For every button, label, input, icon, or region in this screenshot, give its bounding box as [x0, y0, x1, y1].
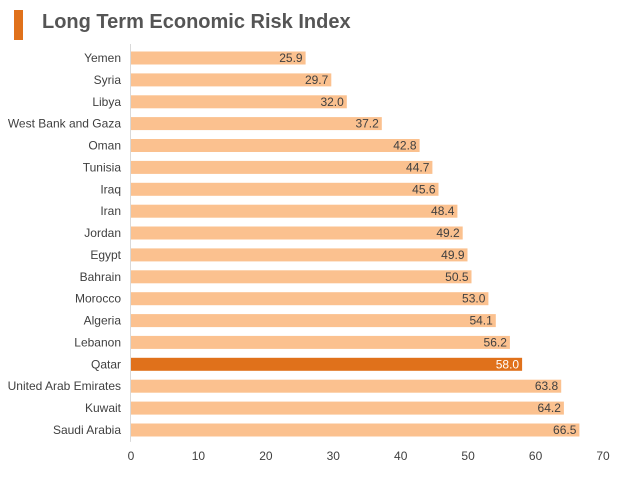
bar	[131, 95, 347, 109]
value-label: 49.2	[436, 226, 460, 240]
category-label: Syria	[94, 73, 122, 87]
bar	[131, 204, 458, 218]
value-label: 53.0	[462, 292, 486, 306]
bar	[131, 182, 439, 196]
value-label: 44.7	[406, 160, 430, 174]
chart-title: Long Term Economic Risk Index	[42, 11, 351, 33]
value-label: 66.5	[553, 423, 577, 437]
bar	[131, 270, 472, 284]
value-label: 54.1	[469, 314, 493, 328]
bar	[131, 379, 562, 393]
value-label: 32.0	[320, 95, 344, 109]
category-label: Algeria	[84, 314, 122, 328]
bar	[131, 160, 433, 174]
x-tick-label: 0	[128, 449, 135, 463]
bar	[131, 335, 510, 349]
category-label: Egypt	[90, 248, 121, 262]
bar	[131, 73, 332, 87]
category-label: Morocco	[75, 292, 121, 306]
value-label: 29.7	[305, 73, 329, 87]
value-label: 64.2	[538, 401, 562, 415]
category-label: Qatar	[91, 357, 121, 371]
value-label: 42.8	[393, 139, 417, 153]
bar	[131, 401, 564, 415]
bar	[131, 117, 382, 131]
value-label: 48.4	[431, 204, 455, 218]
bar	[131, 51, 306, 65]
x-tick-label: 10	[192, 449, 206, 463]
category-label: Tunisia	[83, 160, 122, 174]
bar	[131, 139, 420, 152]
category-label: Lebanon	[74, 335, 121, 349]
value-label: 49.9	[441, 248, 465, 262]
value-label: 58.0	[496, 357, 520, 371]
value-label: 45.6	[412, 182, 436, 196]
x-tick-label: 30	[327, 449, 341, 463]
category-label: Yemen	[84, 51, 121, 65]
bar	[131, 314, 496, 328]
title-accent-bar	[14, 10, 23, 40]
category-label: Oman	[88, 139, 121, 153]
plot-area: Yemen 25.9 Syria 29.7 Libya 32.0 West Bank and…	[8, 44, 610, 463]
category-label: West Bank and Gaza	[8, 117, 122, 131]
x-tick-label: 40	[394, 449, 408, 463]
category-label: Libya	[92, 95, 121, 109]
category-label: Kuwait	[85, 401, 122, 415]
x-tick-label: 70	[596, 449, 610, 463]
value-label: 56.2	[484, 335, 508, 349]
category-label: Jordan	[84, 226, 121, 240]
x-tick-label: 20	[259, 449, 273, 463]
bar	[131, 423, 580, 437]
bar	[131, 357, 523, 371]
value-label: 63.8	[535, 379, 559, 393]
category-label: United Arab Emirates	[8, 379, 121, 393]
value-label: 25.9	[279, 51, 303, 65]
category-label: Iraq	[100, 182, 121, 196]
category-label: Saudi Arabia	[53, 423, 121, 437]
bar	[131, 248, 468, 262]
category-label: Bahrain	[80, 270, 121, 284]
bar	[131, 292, 489, 306]
bar	[131, 226, 463, 240]
x-tick-label: 60	[529, 449, 543, 463]
value-label: 50.5	[445, 270, 469, 284]
value-label: 37.2	[355, 117, 379, 131]
x-tick-label: 50	[461, 449, 475, 463]
category-label: Iran	[100, 204, 121, 218]
